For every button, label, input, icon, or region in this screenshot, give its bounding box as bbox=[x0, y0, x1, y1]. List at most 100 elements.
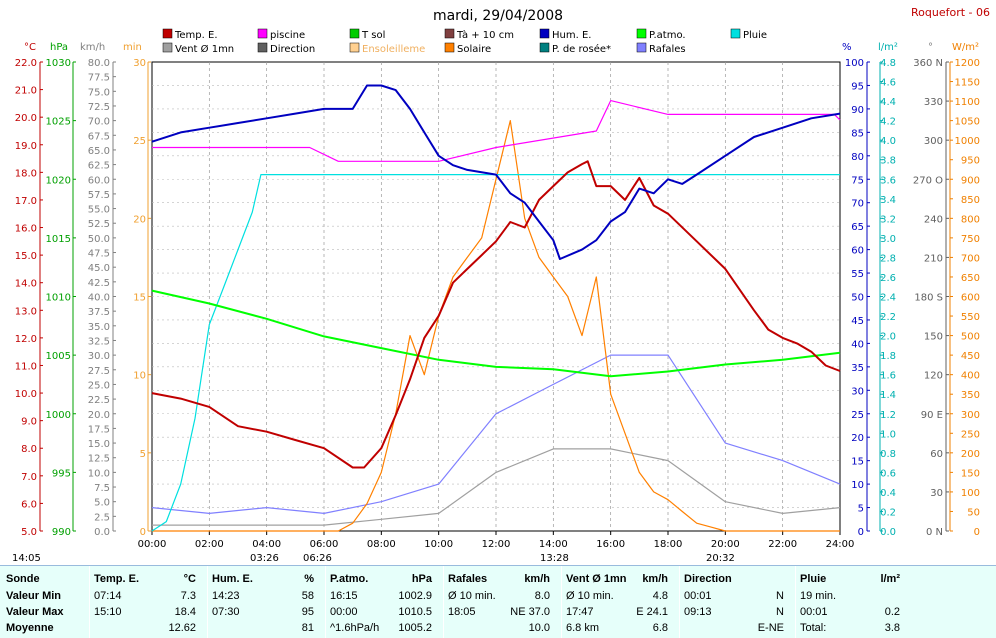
rain-tick-label: 1.6 bbox=[880, 371, 896, 382]
wind-tick-label: 40.0 bbox=[88, 293, 110, 304]
plot-grid bbox=[152, 62, 840, 531]
solar-tick-label: 100 bbox=[961, 488, 980, 499]
summary-header: P.atmo. bbox=[330, 573, 369, 585]
wind-tick-label: 2.5 bbox=[94, 512, 110, 523]
hum-tick-label: 85 bbox=[851, 128, 864, 139]
hum-tick-label: 80 bbox=[851, 152, 864, 163]
summary-value: 18.4 bbox=[174, 606, 196, 618]
rain-tick-label: 3.2 bbox=[880, 214, 896, 225]
x-tick-label: 22:00 bbox=[768, 539, 797, 550]
station-name: Roquefort - 06 bbox=[911, 6, 990, 19]
summary-value: 95 bbox=[301, 606, 314, 618]
wind-tick-label: 32.5 bbox=[88, 336, 110, 347]
legend-swatch bbox=[636, 42, 647, 53]
press-tick-label: 1020 bbox=[46, 175, 71, 186]
minutes-tick-label: 5 bbox=[140, 449, 146, 460]
temp-unit: °C bbox=[24, 42, 36, 53]
rain-tick-label: 2.4 bbox=[880, 293, 896, 304]
summary-unit: % bbox=[304, 573, 314, 585]
solar-tick-label: 950 bbox=[961, 156, 980, 167]
legend-swatch bbox=[257, 28, 268, 39]
solar-tick-label: 650 bbox=[961, 273, 980, 284]
temp-tick-label: 17.0 bbox=[15, 196, 37, 207]
legend-label: Hum. E. bbox=[552, 30, 591, 41]
summary-separator bbox=[207, 566, 208, 638]
rain-tick-label: 3.0 bbox=[880, 234, 896, 245]
wind-unit: km/h bbox=[80, 42, 105, 53]
minutes-tick-label: 25 bbox=[133, 136, 146, 147]
wind-tick-label: 55.0 bbox=[88, 205, 110, 216]
min-unit: min bbox=[123, 42, 142, 53]
summary-header: Temp. E. bbox=[94, 573, 140, 585]
press-tick-label: 1010 bbox=[46, 293, 71, 304]
summary-time: 6.8 km bbox=[566, 622, 600, 634]
x-tick-label: 10:00 bbox=[424, 539, 453, 550]
summary-time: 17:47 bbox=[566, 606, 594, 618]
summary-time: 00:00 bbox=[330, 606, 358, 618]
legend-swatch bbox=[636, 28, 647, 39]
minutes-tick-label: 30 bbox=[133, 58, 146, 69]
summary-header: Hum. E. bbox=[212, 573, 253, 585]
summary-time: Ø 10 min. bbox=[448, 590, 496, 602]
y-axes: 22.0 21.0 20.0 19.0 18.0 17.0 16.0 15.0 14.0 13.0… bbox=[15, 58, 980, 538]
rain-tick-label: 0.2 bbox=[880, 507, 896, 518]
summary-value: 4.8 bbox=[652, 590, 668, 602]
legend-label: Tà + 10 cm bbox=[456, 29, 514, 41]
summary-value: NE 37.0 bbox=[510, 606, 550, 618]
minutes-tick-label: 10 bbox=[133, 371, 146, 382]
summary-header: Pluie bbox=[800, 573, 827, 585]
x-tick-label: 14:00 bbox=[539, 539, 568, 550]
wind-tick-label: 80.0 bbox=[88, 58, 110, 69]
rain-tick-label: 3.4 bbox=[880, 195, 896, 206]
minutes-tick-label: 20 bbox=[133, 214, 146, 225]
dir-tick-label: 180 S bbox=[914, 293, 943, 304]
solar-tick-label: 900 bbox=[961, 175, 980, 186]
wind-tick-label: 50.0 bbox=[88, 234, 110, 245]
summary-value: 81 bbox=[301, 622, 314, 634]
x-tick-label: 20:00 bbox=[711, 539, 740, 550]
wind-tick-label: 47.5 bbox=[88, 249, 110, 260]
summary-time: 07:14 bbox=[94, 590, 122, 602]
wind-tick-label: 20.0 bbox=[88, 410, 110, 421]
rain-tick-label: 1.4 bbox=[880, 390, 896, 401]
hum-tick-label: 100 bbox=[845, 58, 864, 69]
summary-time: 15:10 bbox=[94, 606, 122, 618]
wind-tick-label: 42.5 bbox=[88, 278, 110, 289]
summary-value: 3.8 bbox=[884, 622, 900, 634]
legend-swatch bbox=[444, 42, 455, 53]
temp-tick-label: 18.0 bbox=[15, 168, 37, 179]
wind-tick-label: 65.0 bbox=[88, 146, 110, 157]
legend-label: Pluie bbox=[743, 30, 767, 41]
temp-tick-label: 12.0 bbox=[15, 334, 37, 345]
summary-separator bbox=[679, 566, 680, 638]
legend-swatch bbox=[162, 28, 173, 39]
rain-tick-label: 4.6 bbox=[880, 78, 896, 89]
wind-tick-label: 60.0 bbox=[88, 175, 110, 186]
solar-tick-label: 800 bbox=[961, 214, 980, 225]
wind-tick-label: 62.5 bbox=[88, 161, 110, 172]
temp-tick-label: 16.0 bbox=[15, 224, 37, 235]
wind-tick-label: 22.5 bbox=[88, 395, 110, 406]
summary-value: 1010.5 bbox=[398, 606, 432, 618]
temp-tick-label: 20.0 bbox=[15, 113, 37, 124]
hum-tick-label: 60 bbox=[851, 246, 864, 257]
summary-value: 7.3 bbox=[180, 590, 196, 602]
dir-tick-label: 210 bbox=[924, 253, 943, 264]
legend-swatch bbox=[349, 28, 360, 39]
rain-tick-label: 2.2 bbox=[880, 312, 896, 323]
solar-tick-label: 0 bbox=[974, 527, 980, 538]
dir-tick-label: 30 bbox=[930, 488, 943, 499]
x-tick-label: 02:00 bbox=[195, 539, 224, 550]
legend-label: Temp. E. bbox=[174, 30, 218, 41]
summary-value: 8.0 bbox=[534, 590, 550, 602]
temp-tick-label: 19.0 bbox=[15, 141, 37, 152]
press-tick-label: 1030 bbox=[46, 58, 71, 69]
legend-label: Vent Ø 1mn bbox=[175, 43, 234, 55]
solar-tick-label: 1000 bbox=[955, 136, 980, 147]
x-tick-label: 24:00 bbox=[826, 539, 855, 550]
summary-row-label: Valeur Min bbox=[6, 590, 62, 602]
marker-20-32: 20:32 bbox=[706, 553, 735, 564]
rain-tick-label: 4.0 bbox=[880, 136, 896, 147]
wind-tick-label: 45.0 bbox=[88, 263, 110, 274]
press-tick-label: 990 bbox=[52, 527, 71, 538]
